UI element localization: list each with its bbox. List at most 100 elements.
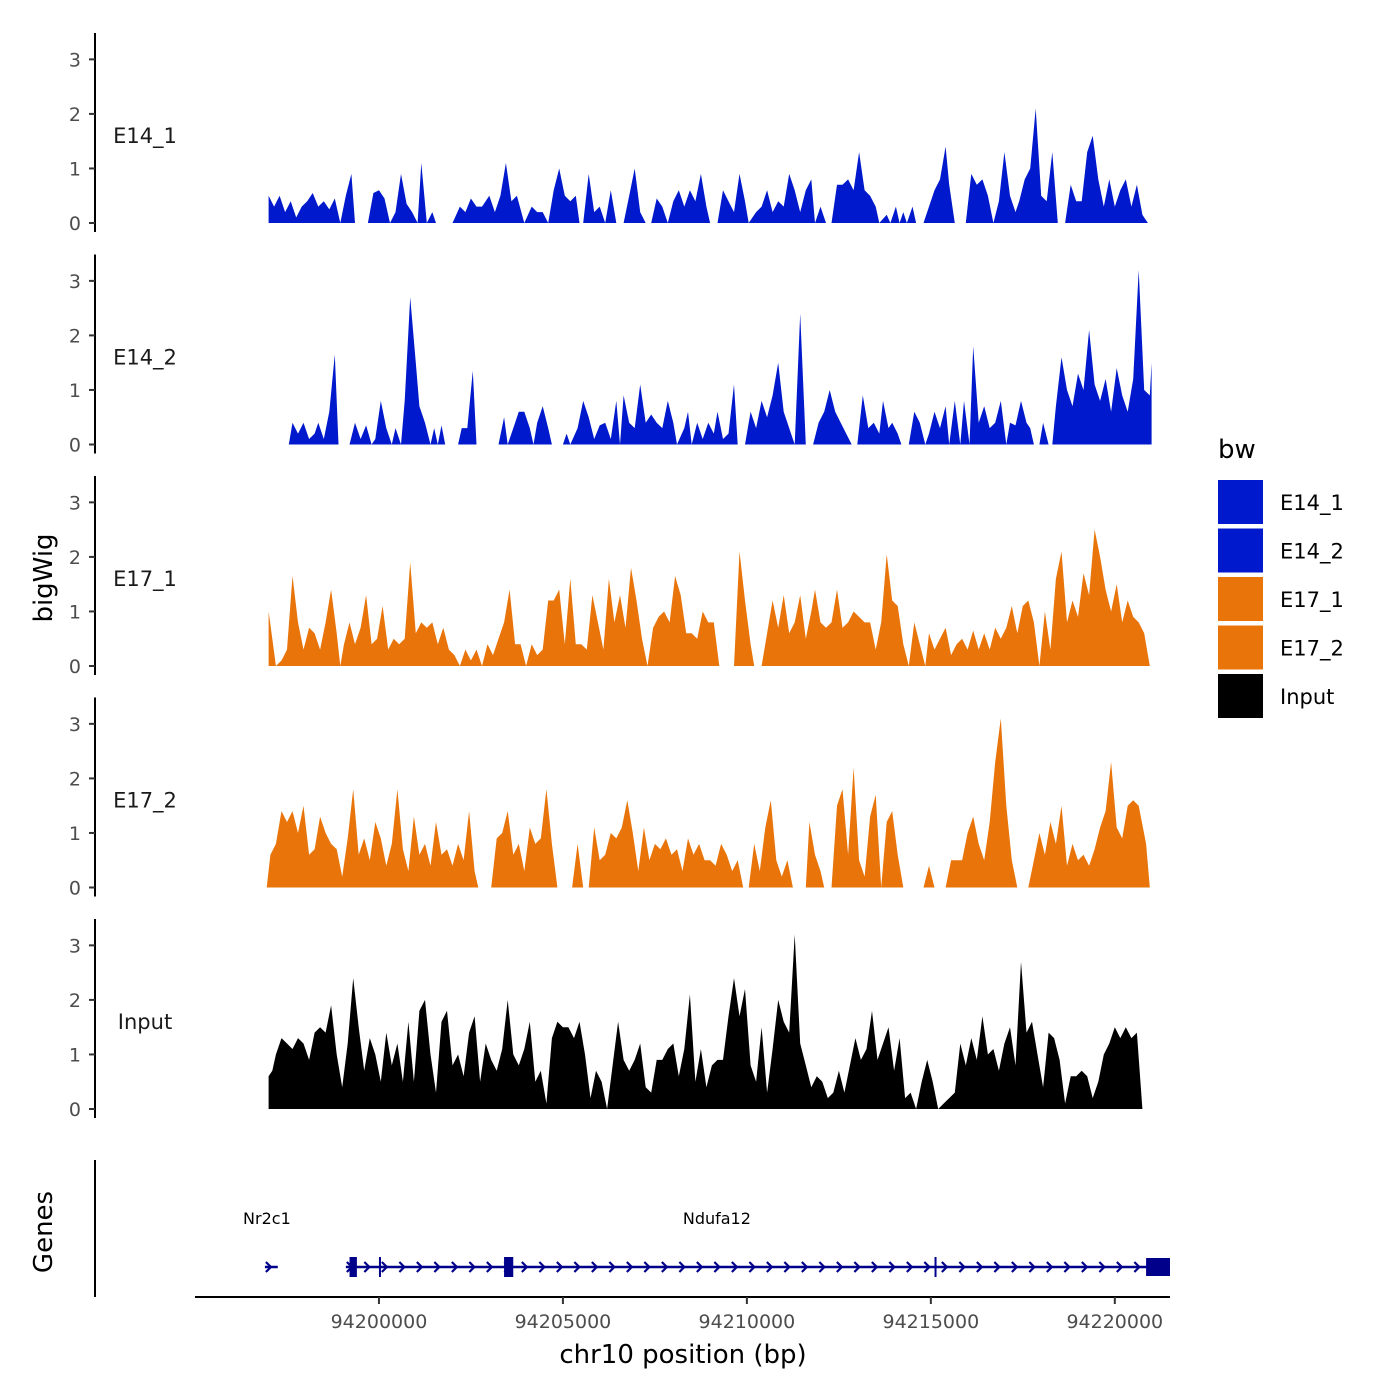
strand-arrow xyxy=(626,1261,634,1273)
legend-swatch-E14_2 xyxy=(1218,528,1263,573)
strand-arrow xyxy=(766,1261,774,1273)
y-tick-label: 1 xyxy=(69,380,81,402)
gene-label-Nr2c1: Nr2c1 xyxy=(243,1209,291,1228)
y-tick-label: 3 xyxy=(69,714,81,736)
area-Input xyxy=(268,934,1143,1109)
legend-label-E17_1: E17_1 xyxy=(1280,588,1344,613)
track-E17_1: 0 1 2 3 E17_1 xyxy=(69,476,1150,678)
y-tick-label: 0 xyxy=(69,878,81,900)
y-tick-label: 3 xyxy=(69,271,81,293)
strand-arrow xyxy=(713,1261,721,1273)
x-tick-label: 94215000 xyxy=(882,1311,979,1333)
x-axis: 94200000 94205000 94210000 94215000 94220000 xyxy=(195,1296,1170,1333)
legend-label-E14_2: E14_2 xyxy=(1280,540,1344,565)
strand-arrow xyxy=(818,1261,826,1273)
gene-Ndufa12: Ndufa12 xyxy=(345,1209,1170,1277)
x-tick-label: 94200000 xyxy=(331,1311,428,1333)
strand-arrow xyxy=(993,1261,1001,1273)
strand-arrow xyxy=(433,1261,441,1273)
y-tick-label: 0 xyxy=(69,213,81,235)
track-label-E17_2: E17_2 xyxy=(113,789,177,814)
y-tick-label: 3 xyxy=(69,935,81,957)
track-Input: 0 1 2 3 Input xyxy=(69,919,1143,1121)
x-tick-label: 94210000 xyxy=(699,1311,796,1333)
strand-arrow xyxy=(643,1261,651,1273)
strand-arrow xyxy=(1081,1261,1089,1273)
x-axis-title: chr10 position (bp) xyxy=(559,1340,806,1370)
strand-arrow xyxy=(573,1261,581,1273)
track-label-E17_1: E17_1 xyxy=(113,567,177,592)
y-tick-label: 3 xyxy=(69,492,81,514)
legend-label-E17_2: E17_2 xyxy=(1280,637,1344,662)
strand-arrow xyxy=(521,1261,529,1273)
legend-label-E14_1: E14_1 xyxy=(1280,491,1344,516)
strand-arrow xyxy=(1116,1261,1124,1273)
strand-arrow xyxy=(783,1261,791,1273)
track-E14_1: 0 1 2 3 E14_1 xyxy=(69,33,1148,235)
strand-arrow xyxy=(731,1261,739,1273)
area-E17_2 xyxy=(266,718,1150,888)
strand-arrow xyxy=(678,1261,686,1273)
strand-arrow xyxy=(1133,1261,1141,1273)
strand-arrow xyxy=(451,1261,459,1273)
genes-axis-title: Genes xyxy=(29,1191,59,1273)
x-tick-label: 94205000 xyxy=(515,1311,612,1333)
exon xyxy=(378,1257,381,1277)
strand-arrow xyxy=(696,1261,704,1273)
strand-arrow xyxy=(363,1261,371,1273)
legend-title: bw xyxy=(1218,435,1256,465)
y-tick-label: 3 xyxy=(69,49,81,71)
y-tick-label: 1 xyxy=(69,1044,81,1066)
track-E17_2: 0 1 2 3 E17_2 xyxy=(69,697,1150,900)
strand-arrow xyxy=(381,1261,389,1273)
exon xyxy=(504,1257,514,1277)
y-tick-label: 1 xyxy=(69,601,81,623)
y-tick-label: 1 xyxy=(69,823,81,845)
strand-arrow xyxy=(871,1261,879,1273)
strand-arrow xyxy=(976,1261,984,1273)
gene-label-Ndufa12: Ndufa12 xyxy=(683,1209,751,1228)
y-tick-label: 2 xyxy=(69,104,81,126)
strand-arrow xyxy=(958,1261,966,1273)
strand-arrow xyxy=(608,1261,616,1273)
legend-swatch-Input xyxy=(1218,674,1263,718)
strand-arrow xyxy=(748,1261,756,1273)
area-E17_1 xyxy=(268,529,1150,666)
track-E14_2: 0 1 2 3 E14_2 xyxy=(69,254,1152,457)
strand-arrow xyxy=(923,1261,931,1273)
legend-label-Input: Input xyxy=(1280,685,1334,709)
genes-panel: Nr2c1 Ndufa12 xyxy=(94,1160,1170,1297)
exon xyxy=(349,1257,357,1277)
strand-arrow xyxy=(801,1261,809,1273)
y-tick-label: 2 xyxy=(69,990,81,1012)
y-tick-label: 2 xyxy=(69,547,81,569)
exon xyxy=(934,1257,937,1277)
track-label-E14_1: E14_1 xyxy=(113,124,177,149)
strand-arrow xyxy=(1011,1261,1019,1273)
y-tick-label: 0 xyxy=(69,1099,81,1121)
legend-swatch-E17_1 xyxy=(1218,577,1263,621)
y-tick-label: 0 xyxy=(69,656,81,678)
strand-arrow xyxy=(836,1261,844,1273)
x-tick-label: 94220000 xyxy=(1066,1311,1163,1333)
y-tick-label: 2 xyxy=(69,768,81,790)
strand-arrow xyxy=(1098,1261,1106,1273)
track-label-E14_2: E14_2 xyxy=(113,346,177,371)
strand-arrow xyxy=(888,1261,896,1273)
legend-swatch-E14_1 xyxy=(1218,480,1263,524)
strand-arrow xyxy=(853,1261,861,1273)
strand-arrow xyxy=(538,1261,546,1273)
strand-arrow xyxy=(1028,1261,1036,1273)
area-E14_1 xyxy=(268,108,1148,223)
y-tick-label: 1 xyxy=(69,158,81,180)
strand-arrow xyxy=(591,1261,599,1273)
strand-arrow xyxy=(486,1261,494,1273)
strand-arrow xyxy=(1063,1261,1071,1273)
exon xyxy=(1146,1258,1170,1276)
strand-arrow xyxy=(265,1261,273,1273)
legend: bw E14_1 E14_2 E17_1 E17_2 Input xyxy=(1218,435,1344,718)
strand-arrow xyxy=(468,1261,476,1273)
area-E14_2 xyxy=(288,270,1152,445)
y-axis-title: bigWig xyxy=(29,533,59,622)
